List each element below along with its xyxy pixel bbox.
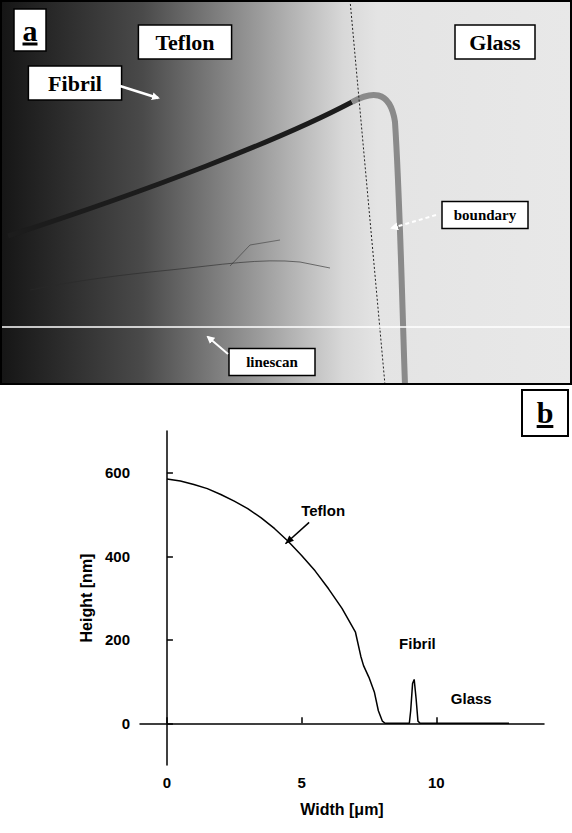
svg-text:Glass: Glass bbox=[469, 30, 521, 55]
svg-text:5: 5 bbox=[297, 774, 305, 791]
svg-text:Height [nm]: Height [nm] bbox=[78, 554, 95, 643]
svg-text:boundary: boundary bbox=[454, 207, 517, 223]
svg-text:400: 400 bbox=[105, 548, 130, 565]
svg-text:600: 600 bbox=[105, 464, 130, 481]
svg-text:a: a bbox=[23, 14, 38, 47]
svg-text:200: 200 bbox=[105, 631, 130, 648]
svg-text:Teflon: Teflon bbox=[301, 502, 345, 519]
svg-text:Teflon: Teflon bbox=[155, 30, 214, 55]
svg-text:Fibril: Fibril bbox=[48, 71, 102, 96]
svg-text:Glass: Glass bbox=[451, 690, 492, 707]
svg-text:Fibril: Fibril bbox=[399, 635, 436, 652]
svg-text:10: 10 bbox=[428, 774, 445, 791]
svg-text:0: 0 bbox=[163, 774, 171, 791]
svg-text:linescan: linescan bbox=[246, 354, 298, 370]
html-text:b: b bbox=[536, 396, 554, 429]
svg-text:Width [μm]: Width [μm] bbox=[300, 801, 383, 818]
svg-text:0: 0 bbox=[122, 715, 130, 732]
